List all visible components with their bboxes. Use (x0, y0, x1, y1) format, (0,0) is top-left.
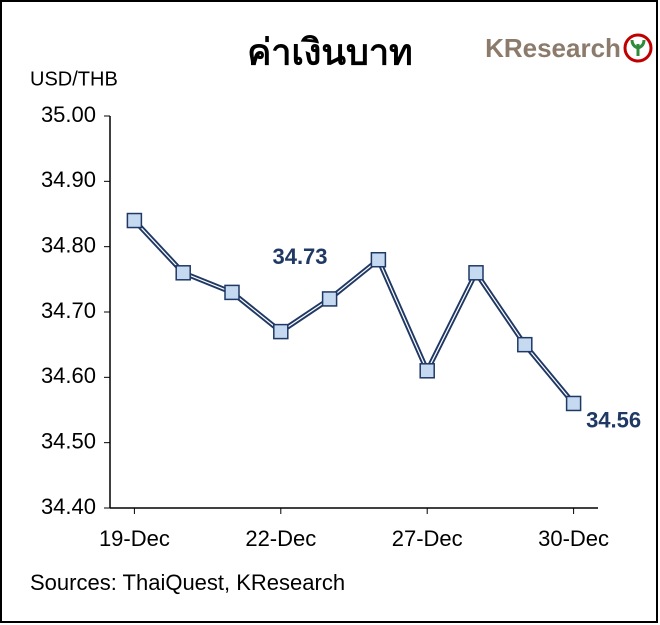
marker (370, 251, 387, 268)
x-tick-label: 19-Dec (99, 526, 170, 551)
x-tick-label: 30-Dec (538, 526, 609, 551)
data-label: 34.73 (272, 244, 327, 269)
x-tick-label: 22-Dec (245, 526, 316, 551)
line-inner (133, 220, 575, 404)
logo-leaf (630, 39, 646, 56)
source: Sources: ThaiQuest, KResearch (30, 570, 345, 595)
chart-title: ค่าเงินบาท (247, 32, 413, 73)
y-tick-label: 34.40 (41, 494, 96, 519)
logo: KResearch (485, 33, 621, 63)
data-label: 34.56 (586, 407, 641, 432)
y-tick-label: 34.90 (41, 167, 96, 192)
y-tick-label: 34.70 (41, 298, 96, 323)
marker (565, 395, 582, 412)
marker (175, 265, 191, 281)
marker (126, 212, 143, 229)
x-tick-label: 27-Dec (392, 526, 463, 551)
marker (468, 265, 484, 281)
y-axis-label: USD/THB (30, 68, 118, 90)
y-tick-label: 34.50 (41, 428, 96, 453)
marker (273, 323, 289, 340)
y-tick-label: 35.00 (41, 102, 96, 127)
y-tick-label: 34.60 (41, 363, 96, 388)
marker (419, 363, 435, 379)
marker (224, 284, 240, 301)
marker (321, 291, 338, 307)
y-tick-label: 34.80 (41, 232, 96, 257)
marker (517, 336, 533, 353)
